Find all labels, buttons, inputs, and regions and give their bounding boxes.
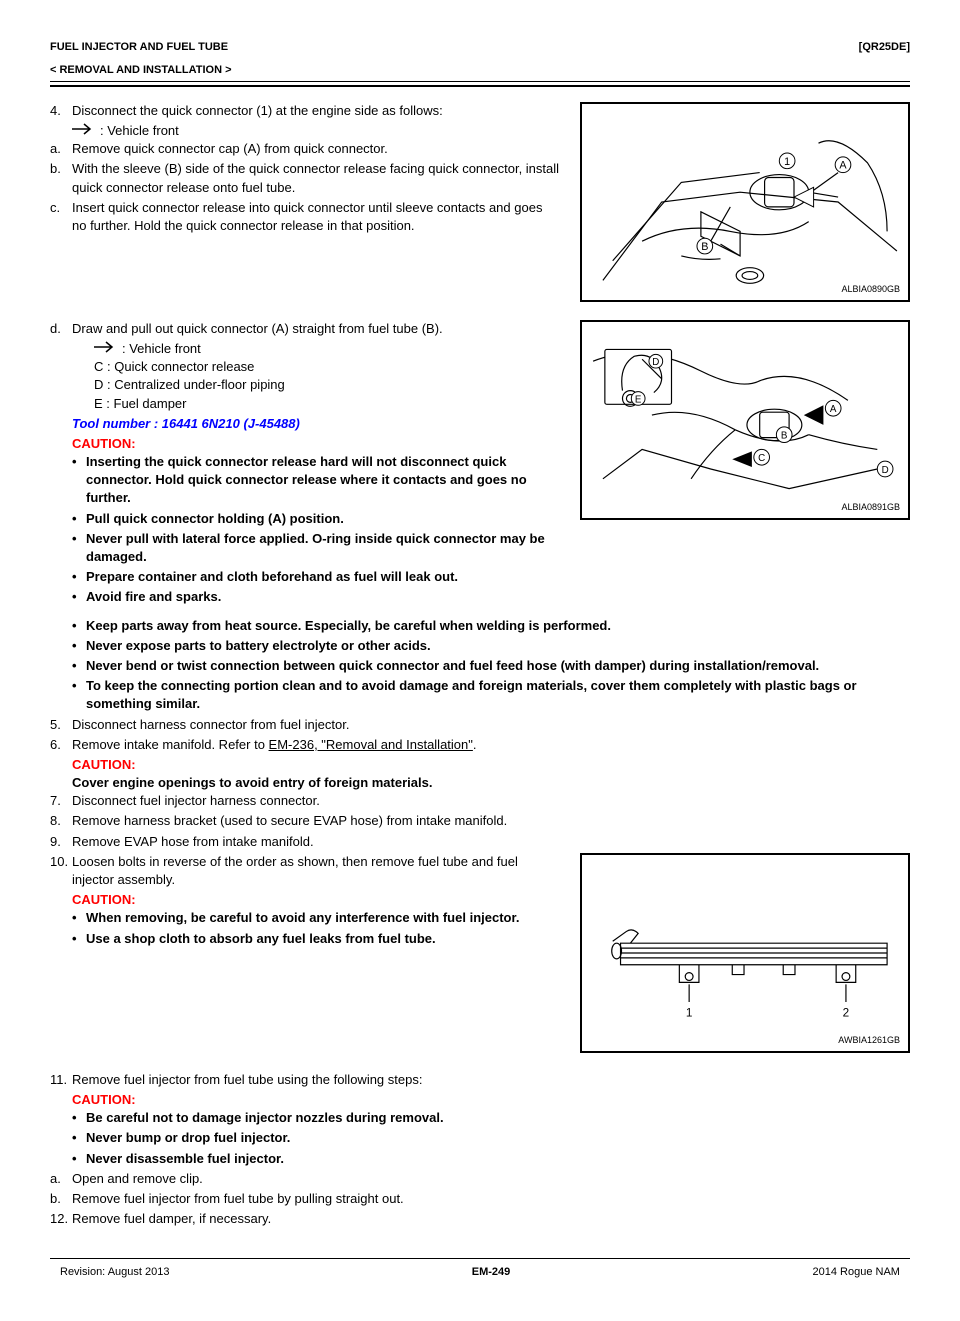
row-step4d: d.Draw and pull out quick connector (A) … (50, 320, 910, 609)
caution1-label: CAUTION: (72, 436, 136, 451)
step4-text: 4. Disconnect the quick connector (1) at… (50, 102, 580, 237)
header-divider (50, 81, 910, 87)
legend-d: D : Centralized under-floor piping (94, 376, 560, 394)
step12-li: 12.Remove fuel damper, if necessary. (50, 1210, 910, 1228)
steps-7-9: 7.Disconnect fuel injector harness conne… (50, 792, 910, 851)
step11a: a.Open and remove clip. (50, 1170, 910, 1188)
svg-text:C: C (758, 453, 765, 464)
step11b: b.Remove fuel injector from fuel tube by… (50, 1190, 910, 1208)
caution3-label: CAUTION: (72, 892, 136, 907)
caution2: CAUTION: Cover engine openings to avoid … (50, 756, 910, 792)
step9: 9.Remove EVAP hose from intake manifold. (50, 833, 910, 851)
figure1-svg: 1 A B (582, 104, 908, 300)
header-subtitle: < REMOVAL AND INSTALLATION > (50, 63, 910, 78)
svg-text:B: B (781, 430, 788, 441)
step4: 4. Disconnect the quick connector (1) at… (50, 102, 560, 120)
svg-text:2: 2 (843, 1007, 850, 1020)
step10: 10.Loosen bolts in reverse of the order … (50, 853, 560, 889)
footer-rev: Revision: August 2013 (60, 1265, 169, 1280)
step4a: a.Remove quick connector cap (A) from qu… (50, 140, 560, 158)
step4b: b.With the sleeve (B) side of the quick … (50, 160, 560, 196)
figure3: 1 2 AWBIA1261GB (580, 853, 910, 1053)
figure1-label: ALBIA0890GB (839, 283, 902, 296)
step11-li: 11.Remove fuel injector from fuel tube u… (50, 1071, 910, 1089)
arrow-icon (72, 122, 100, 136)
figure1-col: 1 A B ALBIA0890GB (580, 102, 910, 312)
svg-text:B: B (701, 241, 708, 253)
header-right: [QR25DE] (859, 40, 910, 55)
step6: 6.Remove intake manifold. Refer to EM-23… (50, 736, 910, 754)
legend-e: E : Fuel damper (94, 395, 560, 413)
svg-text:D: D (652, 357, 659, 368)
step12: 12.Remove fuel damper, if necessary. (50, 1210, 910, 1228)
figure2-label: ALBIA0891GB (839, 501, 902, 514)
caution3-list: When removing, be careful to avoid any i… (72, 909, 560, 947)
step11-sub: a.Open and remove clip. b.Remove fuel in… (50, 1170, 910, 1208)
arrow-icon (94, 340, 122, 354)
footer: Revision: August 2013 EM-249 2014 Rogue … (50, 1258, 910, 1280)
row-step4: 4. Disconnect the quick connector (1) at… (50, 102, 910, 312)
step8: 8.Remove harness bracket (used to secure… (50, 812, 910, 830)
svg-text:1: 1 (686, 1007, 693, 1020)
svg-text:A: A (839, 159, 847, 171)
figure1: 1 A B ALBIA0890GB (580, 102, 910, 302)
steps-5-9: 5.Disconnect harness connector from fuel… (50, 716, 910, 754)
figure3-col: 1 2 AWBIA1261GB (580, 853, 910, 1063)
step5: 5.Disconnect harness connector from fuel… (50, 716, 910, 734)
svg-text:E: E (635, 394, 642, 405)
step4d-text: d.Draw and pull out quick connector (A) … (50, 320, 580, 609)
step10-text: 10.Loosen bolts in reverse of the order … (50, 853, 580, 950)
header-left: FUEL INJECTOR AND FUEL TUBE (50, 40, 228, 55)
figure3-svg: 1 2 (582, 855, 908, 1051)
step7: 7.Disconnect fuel injector harness conne… (50, 792, 910, 810)
header-title: FUEL INJECTOR AND FUEL TUBE (50, 40, 228, 55)
figure2: D E A B C D ALBIA0891GB (580, 320, 910, 520)
svg-text:D: D (882, 465, 889, 476)
svg-text:A: A (830, 404, 837, 415)
footer-model: 2014 Rogue NAM (813, 1265, 900, 1280)
figure2-svg: D E A B C D (582, 322, 908, 518)
tool-number: Tool number : 16441 6N210 (J-45488) (50, 415, 560, 433)
step4c: c.Insert quick connector release into qu… (50, 199, 560, 235)
page-header: FUEL INJECTOR AND FUEL TUBE [QR25DE] (50, 40, 910, 55)
row-step10: 10.Loosen bolts in reverse of the order … (50, 853, 910, 1063)
caution1-cont: Keep parts away from heat source. Especi… (50, 617, 910, 714)
footer-page: EM-249 (472, 1265, 511, 1280)
step4d: d.Draw and pull out quick connector (A) … (50, 320, 560, 338)
figure3-label: AWBIA1261GB (836, 1034, 902, 1047)
svg-text:1: 1 (784, 156, 790, 168)
legend-c: C : Quick connector release (94, 358, 560, 376)
figure2-col: D E A B C D ALBIA0891GB (580, 320, 910, 530)
caution4: CAUTION: Be careful not to damage inject… (50, 1091, 910, 1168)
caution1-list: Inserting the quick connector release ha… (72, 453, 560, 607)
step11: 11.Remove fuel injector from fuel tube u… (50, 1071, 910, 1089)
